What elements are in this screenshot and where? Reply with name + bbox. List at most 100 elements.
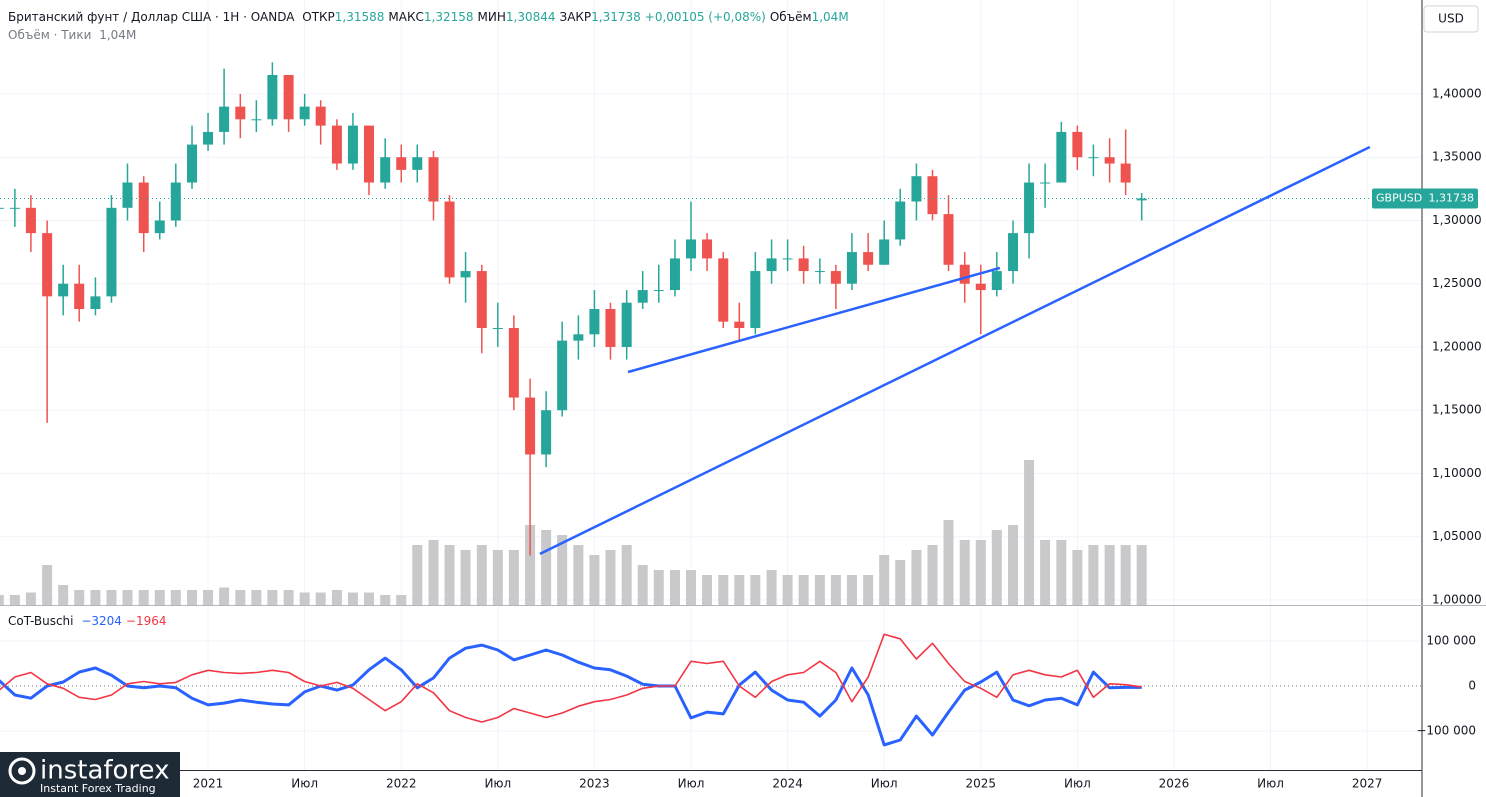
candle-body xyxy=(911,176,922,202)
cot-tick-label: 0 xyxy=(1468,679,1476,693)
volume-legend: Объём · Тики 1,04M xyxy=(8,28,140,42)
volume-bar xyxy=(766,570,777,605)
volume-bar xyxy=(0,595,4,605)
candle-body xyxy=(235,106,246,120)
symbol-legend: Британский фунт / Доллар США · 1Н · OAND… xyxy=(8,10,853,24)
candle-body xyxy=(557,340,568,411)
trendline xyxy=(539,145,1371,556)
candle-body xyxy=(187,144,198,183)
indicator-value: −1964 xyxy=(125,614,167,628)
logo-brand: instaforex xyxy=(40,756,169,786)
indicator-value: −3204 xyxy=(81,614,122,628)
candle-body xyxy=(1040,182,1051,184)
header-volume-label: Объём xyxy=(769,10,812,24)
volume-bar xyxy=(380,595,391,605)
indicator-line xyxy=(0,633,1142,723)
volume-bar xyxy=(476,545,487,605)
volume-bar xyxy=(830,575,841,605)
x-tick-label: Июл xyxy=(484,777,511,791)
indicator-title: CoT-Buschi xyxy=(8,614,74,628)
volume-bar xyxy=(991,530,1002,605)
volume-bar xyxy=(959,540,970,605)
volume-bar xyxy=(895,560,906,605)
candle-body xyxy=(734,321,745,328)
candle-body xyxy=(621,302,632,347)
volume-bar xyxy=(460,550,471,605)
y-tick-label: 1,05000 xyxy=(1432,529,1482,543)
candle-body xyxy=(702,239,713,259)
candle-body xyxy=(315,106,326,126)
volume-bar xyxy=(814,575,825,605)
stat-label: ОТКР xyxy=(302,10,335,24)
volume-bar xyxy=(686,570,697,605)
candle-body xyxy=(686,239,697,259)
currency-button[interactable] xyxy=(1423,5,1479,33)
x-tick-label: 2023 xyxy=(579,777,610,791)
volume-bar xyxy=(203,590,214,605)
x-tick-label: Июл xyxy=(678,777,705,791)
candle-body xyxy=(637,290,648,303)
indicator-line xyxy=(0,643,1142,747)
axes-layer: 1,00000 1,05000 1,10000 1,15000 1,20000 1,250… xyxy=(193,86,1482,790)
y-tick-label: 1,30000 xyxy=(1432,213,1482,227)
volume-bar xyxy=(347,592,358,605)
volume-bar xyxy=(1056,540,1067,605)
candle-body xyxy=(1088,157,1099,159)
x-tick-label: Июл xyxy=(291,777,318,791)
candle-body xyxy=(170,182,181,221)
plot-layer xyxy=(0,62,1422,747)
candle-body xyxy=(283,75,294,120)
candle-body xyxy=(428,157,439,202)
volume-bar xyxy=(283,590,294,605)
candle-body xyxy=(219,106,230,132)
volume-bar xyxy=(363,592,374,605)
candle-body xyxy=(1072,131,1083,158)
logo-background xyxy=(0,752,180,797)
volume-bar xyxy=(525,525,536,605)
volume-bar xyxy=(541,530,552,605)
x-tick-label: 2024 xyxy=(772,777,803,791)
cot-tick-label: −100 000 xyxy=(1416,723,1476,737)
volume-bar xyxy=(9,595,20,605)
cot-tick-label: 100 000 xyxy=(1426,634,1476,648)
candle-body xyxy=(267,75,278,120)
volume-bar xyxy=(444,545,455,605)
volume-bar xyxy=(299,592,310,605)
candle-body xyxy=(863,252,874,265)
candle-body xyxy=(766,258,777,272)
y-tick-label: 1,35000 xyxy=(1432,150,1482,164)
candle-body xyxy=(396,157,407,170)
stat-value: 1,31588 xyxy=(334,10,385,24)
candle-body xyxy=(814,271,825,273)
volume-bar xyxy=(331,590,342,605)
volume-bar xyxy=(975,540,986,605)
volume-bar xyxy=(1008,525,1019,605)
stat-label: МИН xyxy=(477,10,506,24)
indicator-legend: CoT-Buschi −3204 −1964 xyxy=(8,614,171,628)
volume-bar xyxy=(315,592,326,605)
candle-body xyxy=(0,207,4,209)
symbol-label: GBPUSD xyxy=(1376,191,1422,204)
candle-body xyxy=(106,207,117,297)
volume-bar xyxy=(573,545,584,605)
volume-bar xyxy=(138,590,149,605)
candle-body xyxy=(1104,157,1115,164)
candle-body xyxy=(927,176,938,215)
candle-body xyxy=(846,252,857,284)
volume-bar xyxy=(428,540,439,605)
x-tick-label: Июл xyxy=(1257,777,1284,791)
y-tick-label: 1,00000 xyxy=(1432,592,1482,606)
candle-body xyxy=(573,334,584,341)
volume-bar xyxy=(122,590,133,605)
volume-bar xyxy=(605,550,616,605)
volume-bar xyxy=(718,575,729,605)
candle-body xyxy=(718,258,729,322)
volume-bar xyxy=(492,550,503,605)
x-tick-label: 2021 xyxy=(193,777,224,791)
volume-bar xyxy=(702,575,713,605)
y-tick-label: 1,40000 xyxy=(1432,86,1482,100)
last-price-badge xyxy=(1372,188,1478,209)
volume-bar xyxy=(1072,550,1083,605)
candle-body xyxy=(830,271,841,284)
candle-body xyxy=(476,271,487,328)
